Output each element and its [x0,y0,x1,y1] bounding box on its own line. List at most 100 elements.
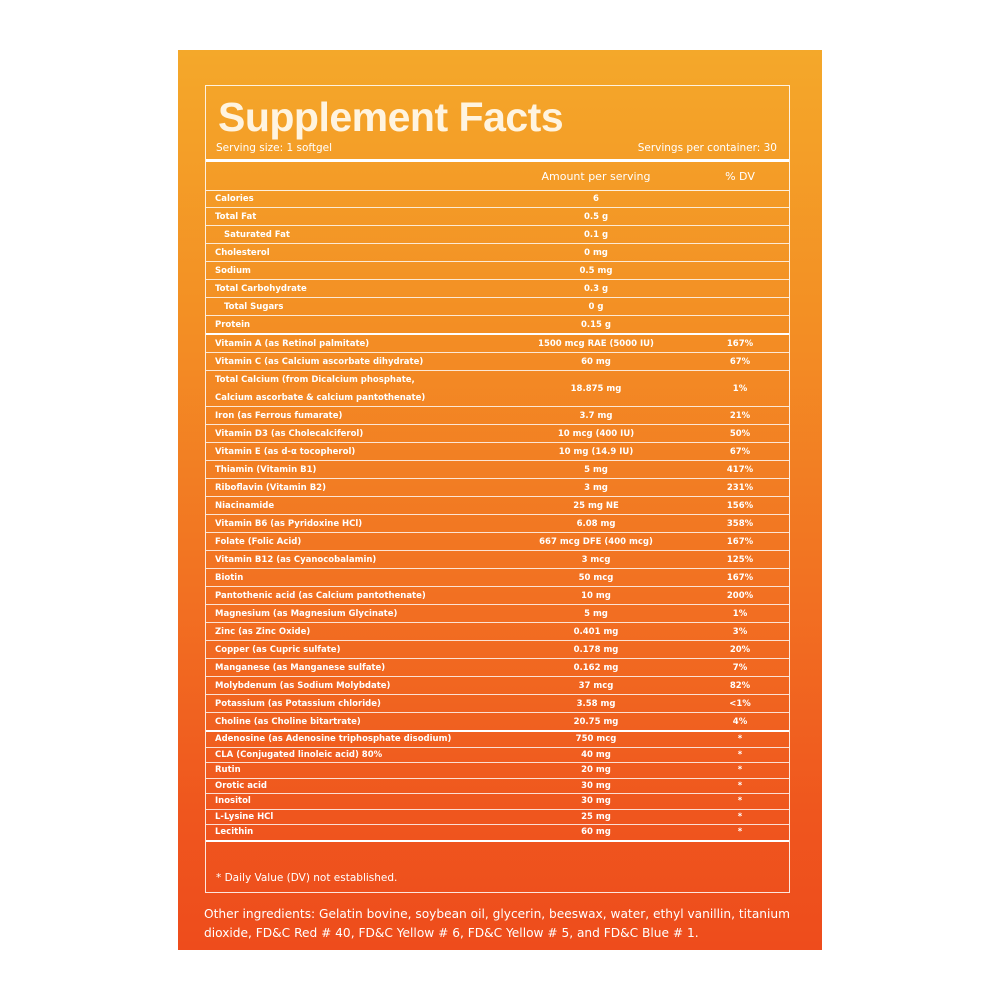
nutrient-name: Vitamin D3 (as Cholecalciferol) [215,428,364,439]
nutrient-name: Saturated Fat [224,229,290,240]
nutrient-name: Inositol [215,796,251,807]
fact-row: Cholesterol 0 mg [206,244,789,262]
nutrient-name: Sodium [215,265,251,276]
fact-row: Biotin 50 mcg 167% [206,569,789,587]
name-line: Total Calcium (from Dicalcium phosphate, [215,374,415,385]
fact-row: Choline (as Choline bitartrate) 20.75 mg 4… [206,713,789,730]
amount: 40 mg [581,749,611,760]
amount: 0.15 g [580,319,611,330]
daily-value: 50% [729,428,751,439]
fact-row: Sodium 0.5 mg [206,262,789,280]
amount: 0.1 g [583,229,609,240]
daily-value: 82% [729,680,751,691]
fact-row: Total Sugars 0 g [206,298,789,316]
nutrient-name: Lecithin [215,827,254,838]
fact-row: Copper (as Cupric sulfate) 0.178 mg 20% [206,641,789,659]
amount: 1500 mcg RAE (5000 IU) [538,338,654,349]
nutrient-name: Total Sugars [224,301,284,312]
daily-value: * [737,827,743,838]
daily-value: * [737,811,743,822]
servings-per-container: Servings per container: 30 [637,142,777,154]
daily-value: 358% [726,518,754,529]
daily-value: * [737,796,743,807]
amount: 30 mg [581,796,611,807]
amount: 0 mg [584,247,608,258]
other-ingredients: Other ingredients: Gelatin bovine, soybe… [204,907,791,940]
daily-value: 231% [726,482,754,493]
nutrient-name: Zinc (as Zinc Oxide) [215,626,311,637]
amount: 20.75 mg [573,716,619,727]
amount: 0.3 g [583,283,609,294]
amount: 3.58 mg [576,698,616,709]
amount: 5 mg [584,608,608,619]
fact-row: Thiamin (Vitamin B1) 5 mg 417% [206,461,789,479]
daily-value: 417% [726,464,754,475]
nutrient-name: L-Lysine HCl [215,811,274,822]
fact-row: Magnesium (as Magnesium Glycinate) 5 mg 1% [206,605,789,623]
amount: 60 mg [581,356,611,367]
nutrient-name: Molybdenum (as Sodium Molybdate) [215,680,391,691]
daily-value: 167% [726,536,754,547]
fact-row: Orotic acid 30 mg * [206,779,789,794]
amount: 18.875 mg [570,383,622,394]
fact-row: Protein 0.15 g [206,316,789,333]
amount: 50 mcg [578,572,614,583]
daily-value: 3% [732,626,748,637]
nutrient-name: Vitamin B6 (as Pyridoxine HCl) [215,518,363,529]
nutrient-name: Manganese (as Manganese sulfate) [215,662,386,673]
amount: 0.178 mg [573,644,619,655]
nutrient-name: Total Calcium (from Dicalcium phosphate,… [215,371,425,407]
amount: 3 mcg [581,554,611,565]
amount: 10 mg (14.9 IU) [558,446,634,457]
amount: 25 mg NE [573,500,619,511]
daily-value: 4% [732,716,748,727]
nutrient-name: Magnesium (as Magnesium Glycinate) [215,608,398,619]
amount: 10 mg [581,590,611,601]
amount: 25 mg [581,811,611,822]
nutrient-name: Iron (as Ferrous fumarate) [215,410,343,421]
dv-header: % DV [725,170,755,183]
nutrient-name: Orotic acid [215,780,268,791]
nutrient-name: Biotin [215,572,244,583]
footnote: * Daily Value (DV) not established. [216,872,398,884]
nutrient-name: Cholesterol [215,247,270,258]
fact-row: Manganese (as Manganese sulfate) 0.162 mg… [206,659,789,677]
daily-value: * [737,749,743,760]
daily-value: 20% [729,644,751,655]
daily-value: 1% [732,383,748,394]
nutrient-name: Folate (Folic Acid) [215,536,302,547]
fact-row: Total Fat 0.5 g [206,208,789,226]
nutrient-name: Riboflavin (Vitamin B2) [215,482,326,493]
daily-value: 67% [729,446,751,457]
fact-row: Vitamin B12 (as Cyanocobalamin) 3 mcg 125% [206,551,789,569]
fact-row: Total Carbohydrate 0.3 g [206,280,789,298]
rule [206,159,789,162]
amount: 6 [593,193,599,204]
amount: 37 mcg [578,680,614,691]
daily-value: 7% [732,662,748,673]
fact-row: Potassium (as Potassium chloride) 3.58 mg… [206,695,789,713]
fact-row: Folate (Folic Acid) 667 mcg DFE (400 mcg)… [206,533,789,551]
fact-row: Niacinamide 25 mg NE 156% [206,497,789,515]
fact-row: Vitamin B6 (as Pyridoxine HCl) 6.08 mg 358… [206,515,789,533]
nutrient-name: Copper (as Cupric sulfate) [215,644,341,655]
nutrient-name: Potassium (as Potassium chloride) [215,698,381,709]
fact-row: Saturated Fat 0.1 g [206,226,789,244]
daily-value: 1% [732,608,748,619]
amount: 60 mg [581,827,611,838]
section: Vitamin A (as Retinol palmitate) 1500 mcg… [206,335,789,732]
name-line: Calcium ascorbate & calcium pantothenate… [215,392,426,403]
daily-value: 21% [729,410,751,421]
amount: 5 mg [584,464,608,475]
fact-row: CLA (Conjugated linoleic acid) 80% 40 mg * [206,748,789,763]
amount-header: Amount per serving [541,170,651,183]
fact-row: Pantothenic acid (as Calcium pantothenat… [206,587,789,605]
fact-row: Vitamin D3 (as Cholecalciferol) 10 mcg (4… [206,425,789,443]
facts-panel: Supplement Facts Serving size: 1 softgel… [205,85,790,893]
nutrient-name: Thiamin (Vitamin B1) [215,464,317,475]
amount: 3 mg [584,482,608,493]
nutrient-name: Calories [215,193,254,204]
title: Supplement Facts [218,94,564,140]
fact-row: Calories 6 [206,190,789,208]
